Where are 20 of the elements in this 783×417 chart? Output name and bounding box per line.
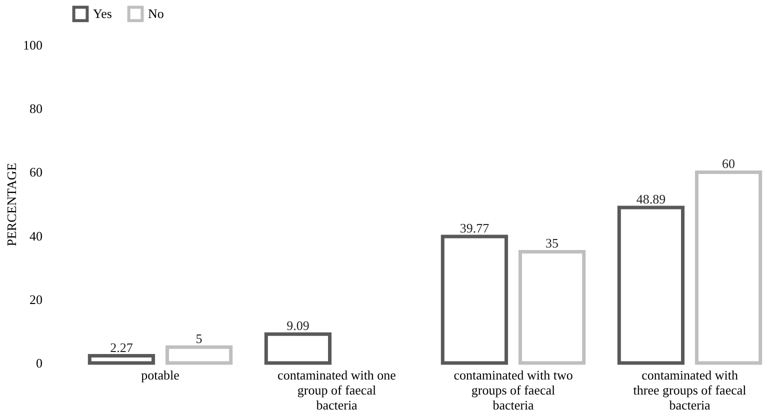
- y-tick-label: 60: [30, 164, 42, 180]
- x-tick-label: contaminated with three groups of faecal bacteria: [633, 368, 747, 412]
- data-label: 2.27: [110, 340, 134, 355]
- legend-label: No: [148, 6, 164, 21]
- legend-label: Yes: [93, 6, 112, 21]
- y-tick-label: 80: [30, 101, 42, 116]
- x-tick-label: potable: [141, 368, 180, 382]
- data-label: 39.77: [460, 220, 490, 236]
- y-tick-label: 20: [30, 292, 42, 307]
- data-label: 5: [196, 331, 202, 346]
- data-label: 48.89: [636, 192, 666, 207]
- y-tick-label: 40: [30, 228, 42, 244]
- data-label: 35: [546, 236, 559, 251]
- y-axis-title: PERCENTAGE: [4, 162, 19, 246]
- y-tick-label: 0: [36, 356, 42, 370]
- y-tick-label: 100: [23, 38, 42, 52]
- data-label: 60: [722, 156, 736, 172]
- x-tick-label: contaminated with two groups of faecal bacteria: [454, 368, 573, 412]
- x-tick-label: contaminated with one group of faecal bacteria: [278, 368, 396, 412]
- data-label: 9.09: [286, 318, 310, 334]
